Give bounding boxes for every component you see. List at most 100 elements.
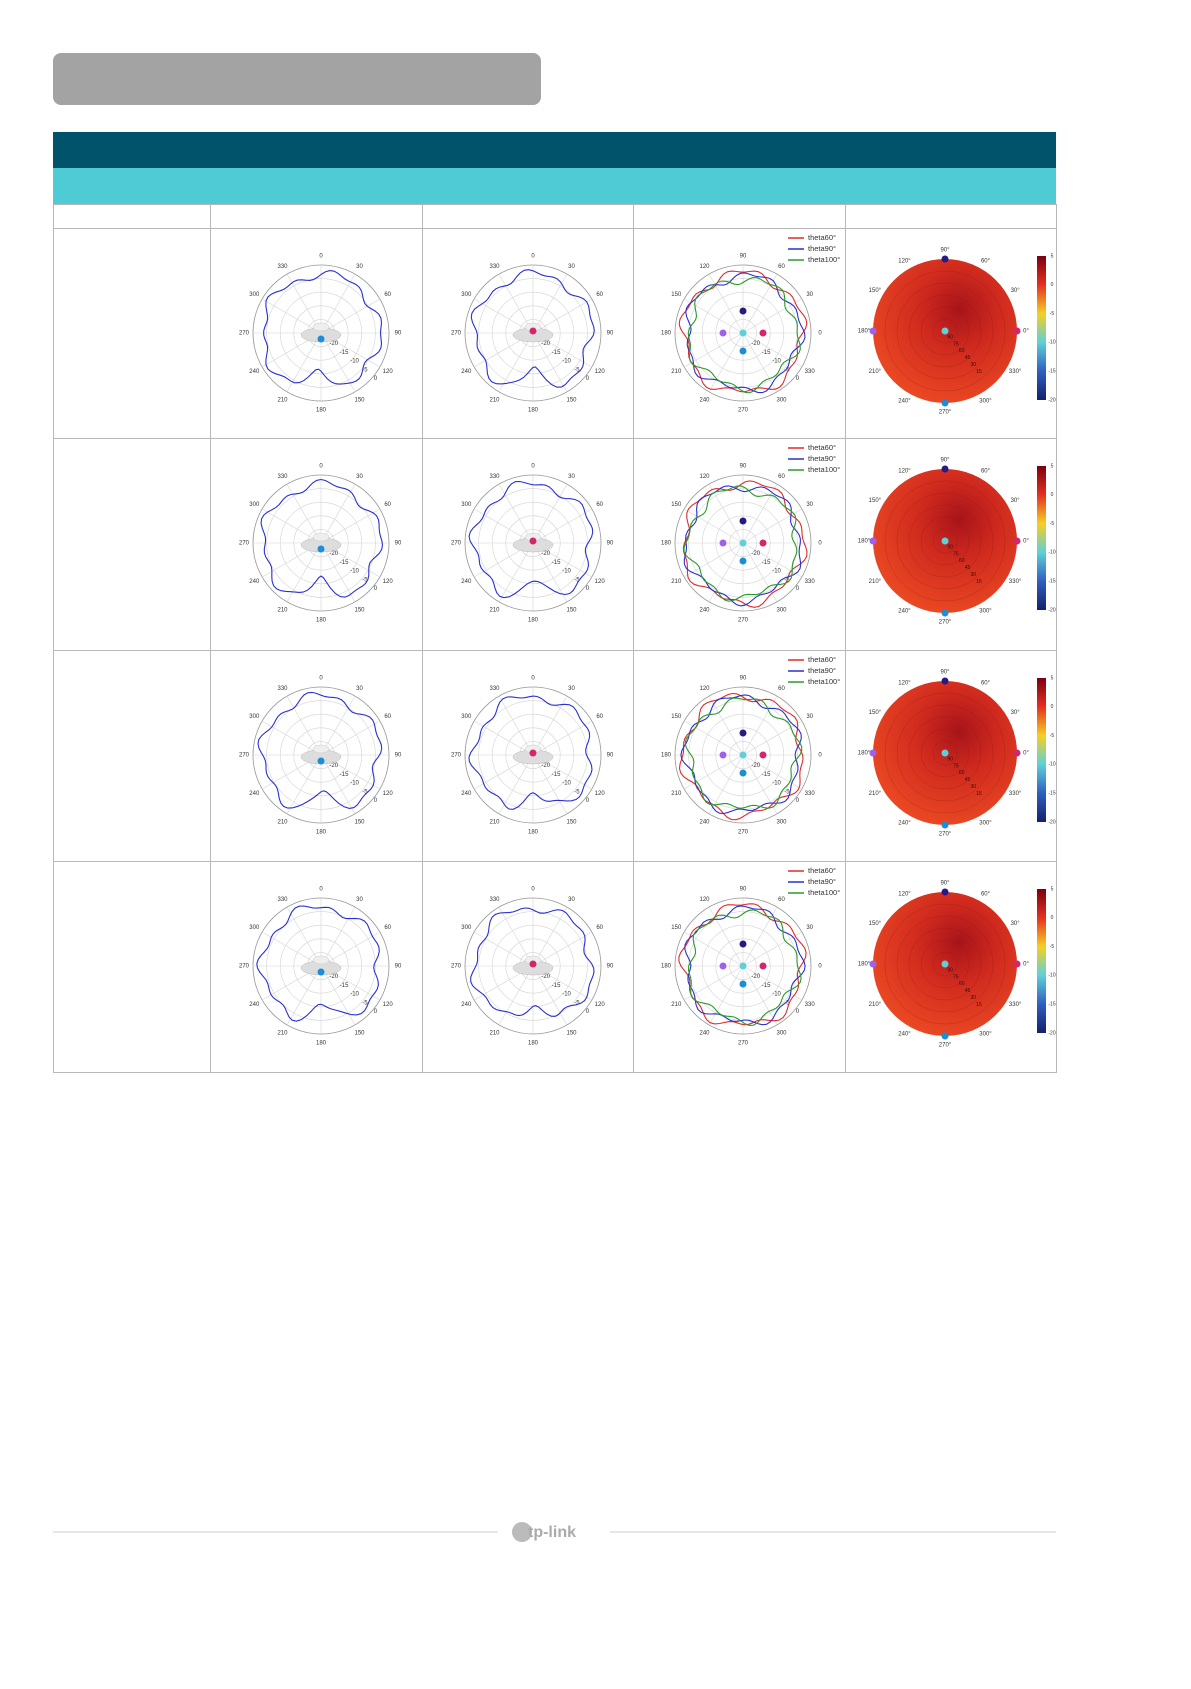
polar-angle-label: 270 (239, 541, 250, 547)
polar-angle-label: 60 (596, 714, 603, 720)
polar-angle-label: 270 (451, 964, 462, 970)
polar-spoke (708, 273, 744, 334)
heatmap-angle-label: 180° (858, 539, 871, 545)
polar-angle-label: 240 (461, 579, 472, 585)
polar-radial-label: -10 (350, 569, 359, 575)
polar-radial-label: -5 (784, 367, 790, 373)
polar-angle-label: 210 (671, 579, 682, 585)
polar-angle-label: 210 (277, 819, 288, 825)
heatmap-angle-label: 240° (898, 399, 911, 405)
polar-angle-label: 60 (778, 474, 785, 480)
pattern-curve (256, 905, 380, 1022)
polar-spoke (261, 298, 322, 334)
heatmap-angle-label: 90° (940, 248, 950, 254)
polar-radial-label: -15 (552, 983, 561, 989)
axis-dot (529, 537, 537, 545)
polar-angle-label: 30 (806, 714, 813, 720)
polar-radial-label: -20 (751, 974, 760, 980)
polar-angle-label: 30 (806, 292, 813, 298)
polar-angle-label: 270 (738, 830, 749, 836)
polar-spoke (286, 273, 322, 334)
heatmap-ring (920, 516, 970, 566)
axis-dot (941, 749, 949, 757)
heatmap-angle-label: 180° (858, 329, 871, 335)
polar-spoke (473, 931, 534, 967)
colorbar (1037, 466, 1046, 610)
heatmap-radial-label: 75 (953, 341, 959, 347)
table-subtitle-bar (53, 168, 1056, 204)
polar-spoke (532, 508, 593, 544)
polar-angle-label: 90 (395, 753, 402, 759)
heatmap-angle-label: 270° (939, 620, 952, 626)
axis-dot (941, 255, 949, 263)
polar-radial-label: 0 (796, 376, 800, 382)
polar-radial-label: -5 (362, 789, 368, 795)
polar-spoke (742, 965, 778, 1026)
heatmap-angle-label: 90° (940, 670, 950, 676)
polar-radial-label: -20 (329, 341, 338, 347)
axis-dot (719, 751, 727, 759)
polar-angle-label: 90 (395, 964, 402, 970)
polar-angle-label: 120 (595, 791, 606, 797)
polar-spoke (532, 695, 568, 756)
polar-angle-label: 330 (489, 686, 500, 692)
polar-angle-label: 300 (776, 607, 787, 613)
colorbar-label: -15 (1048, 1002, 1055, 1008)
polar-angle-label: 30 (356, 897, 363, 903)
legend-label: theta100° (808, 465, 840, 474)
polar-spoke (532, 931, 593, 967)
heatmap-angle-label: 60° (981, 468, 991, 474)
heatmap-angle-label: 30° (1011, 498, 1021, 504)
axis-dot (941, 327, 949, 335)
polar-spoke (320, 720, 381, 756)
heatmap-angle-label: 60° (981, 680, 991, 686)
heatmap-angle-label: 300° (979, 399, 992, 405)
polar-angle-label: 210 (489, 397, 500, 403)
polar-angle-label: 270 (239, 753, 250, 759)
polar-angle-label: 180 (316, 1041, 327, 1047)
polar-angle-label: 60 (596, 502, 603, 508)
polar-radial-label: -20 (541, 974, 550, 980)
polar-angle-label: 180 (528, 618, 539, 624)
polar-angle-label: 60 (384, 714, 391, 720)
polar-angle-label: 180 (661, 753, 672, 759)
colorbar-label: -5 (1050, 311, 1055, 317)
polar-angle-label: 330 (277, 474, 288, 480)
colorbar-label: 0 (1051, 492, 1054, 498)
polar-spoke (742, 931, 803, 967)
polar-radial-label: -10 (350, 992, 359, 998)
polar-angle-label: 30 (568, 686, 575, 692)
polar-radial-label: -15 (552, 560, 561, 566)
polar-angle-label: 120 (595, 1002, 606, 1008)
polar-radial-label: -15 (552, 772, 561, 778)
polar-angle-label: 0 (531, 464, 535, 470)
device-image (312, 322, 330, 332)
heatmap-radial-label: 60 (959, 558, 965, 564)
heatmap-radial-label: 45 (965, 988, 971, 994)
axis-dot (739, 517, 747, 525)
polar-spoke (742, 332, 778, 393)
polar-angle-label: 180 (661, 964, 672, 970)
legend-label: theta60° (808, 655, 836, 664)
heatmap-angle-label: 300° (979, 609, 992, 615)
axis-dot (1013, 327, 1021, 335)
polar-angle-label: 60 (596, 925, 603, 931)
axis-dot (869, 749, 877, 757)
polar-radial-label: 0 (374, 586, 378, 592)
polar-angle-label: 150 (671, 292, 682, 298)
polar-angle-label: 150 (566, 397, 577, 403)
polar-angle-label: 300 (249, 292, 260, 298)
polar-spoke (498, 906, 534, 967)
heatmap-ring (932, 318, 958, 344)
heatmap-angle-label: 180° (858, 962, 871, 968)
polar-angle-label: 270 (738, 618, 749, 624)
polar-angle-label: 120 (699, 264, 710, 270)
pattern-curve (684, 697, 803, 809)
polar-radial-label: -5 (362, 367, 368, 373)
polar-radial-label: -15 (762, 772, 771, 778)
polar-spoke (320, 542, 356, 603)
polar-angle-label: 180 (528, 1041, 539, 1047)
axis-dot (941, 609, 949, 617)
polar-angle-label: 330 (805, 579, 816, 585)
polar-spoke (532, 965, 568, 1026)
